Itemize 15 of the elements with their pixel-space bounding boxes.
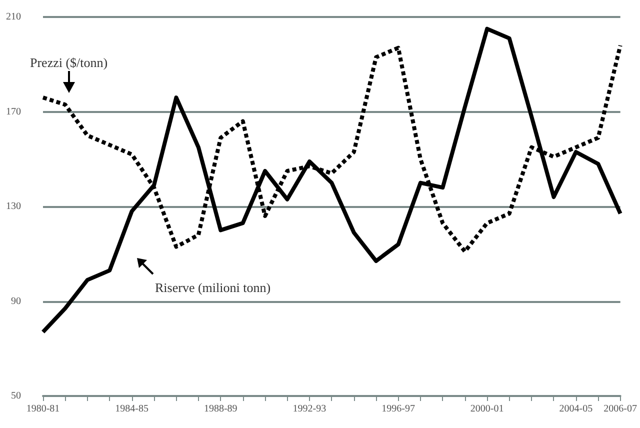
x-tick-label: 1992-93 [292,404,326,414]
x-tick-label: 1980-81 [26,404,60,414]
x-tick-label: 2004-05 [559,404,593,414]
y-tick-label: 210 [6,12,21,22]
text: Prezzi ($/tonn) [30,55,108,70]
legend-label: Riserve (milioni tonn) [155,280,271,295]
x-tick-label: 1984-85 [115,404,148,414]
x-tick-label: 1988-89 [204,404,238,414]
x-tick-label: 1996-97 [382,404,415,414]
x-tick-label: 2006-07 [604,404,638,414]
y-tick-label: 130 [6,201,21,212]
y-tick-label: 90 [11,296,21,307]
y-tick-label: 50 [11,390,21,402]
y-tick-label: 170 [6,106,21,118]
x-tick-label: 2000-01 [470,404,504,414]
